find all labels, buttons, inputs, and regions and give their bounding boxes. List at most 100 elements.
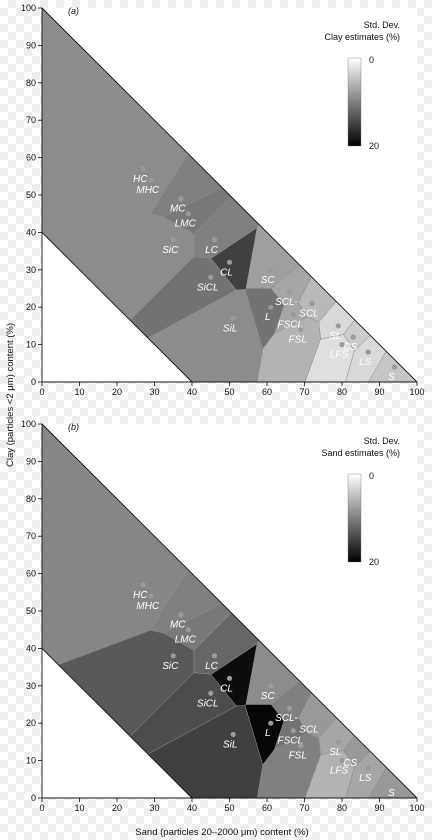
class-centroid-point (226, 675, 233, 681)
class-centroid-point (391, 780, 398, 786)
class-centroid-point (178, 612, 184, 618)
class-centroid-point (148, 593, 154, 599)
class-centroid-point (339, 758, 345, 764)
texture-class-label: CL (220, 683, 233, 694)
y-tick-label: 100 (21, 3, 36, 13)
texture-class-label: SiCL (197, 698, 219, 709)
texture-class-label: S (388, 372, 395, 383)
y-tick-label: 50 (26, 190, 36, 200)
legend-colorbar (347, 473, 362, 563)
x-tick-label: 60 (262, 387, 272, 397)
texture-class-label: LFS (330, 350, 349, 361)
y-tick-label: 60 (26, 569, 36, 579)
x-tick-label: 100 (409, 803, 424, 813)
texture-class-label: LC (205, 661, 219, 672)
class-centroid-point (298, 327, 304, 333)
texture-class-label: MC (170, 204, 186, 215)
texture-class-label: FSCL (277, 320, 303, 331)
legend-subtitle: Clay estimates (%) (324, 32, 400, 42)
x-tick-label: 10 (74, 387, 84, 397)
class-centroid-point (170, 653, 176, 659)
texture-class-label: MHC (136, 185, 160, 196)
legend-max-label: 20 (369, 141, 379, 151)
class-centroid-point (140, 166, 146, 172)
class-centroid-point (290, 312, 296, 318)
x-tick-label: 20 (112, 387, 122, 397)
legend-subtitle: Sand estimates (%) (321, 448, 400, 458)
class-centroid-point (208, 274, 214, 280)
y-axis-title: Clay (particles <2 μm) content (%) (5, 323, 16, 467)
texture-class-label: SC (261, 691, 276, 702)
texture-class-label: SCL- (275, 297, 298, 308)
class-centroid-point (211, 237, 218, 243)
y-tick-label: 30 (26, 681, 36, 691)
class-centroid-point (140, 582, 146, 588)
x-tick-label: 70 (299, 803, 309, 813)
y-tick-label: 70 (26, 531, 36, 541)
chart-panel: 0 10 20 30 40 50 60 70 80 90 100 0 10 20 30 40 50 60 70 80 9… (21, 3, 425, 397)
x-tick-label: 50 (224, 387, 234, 397)
texture-class-label: SC (261, 275, 276, 286)
legend-colorbar (347, 57, 362, 147)
texture-class-label: SiL (223, 323, 237, 334)
class-centroid-point (148, 177, 154, 183)
texture-class-label: SL (329, 331, 341, 342)
texture-class-label: L (265, 728, 271, 739)
class-centroid-point (268, 720, 274, 726)
x-tick-label: 30 (149, 387, 159, 397)
boundary-line (41, 648, 193, 799)
texture-class-label: SiL (223, 739, 237, 750)
class-centroid-point (350, 750, 356, 756)
x-tick-label: 90 (374, 803, 384, 813)
class-centroid-point (391, 364, 398, 370)
y-tick-label: 50 (26, 606, 36, 616)
class-centroid-point (365, 765, 371, 771)
texture-class-label: FSL (289, 335, 307, 346)
x-tick-label: 40 (187, 803, 197, 813)
texture-class-label: FSCL (277, 736, 303, 747)
y-tick-label: 80 (26, 494, 36, 504)
y-tick-label: 10 (26, 340, 36, 350)
class-centroid-point (230, 731, 236, 738)
y-tick-label: 80 (26, 78, 36, 88)
legend-title: Std. Dev. (364, 20, 400, 30)
x-tick-label: 80 (337, 387, 347, 397)
class-centroid-point (170, 237, 176, 243)
y-tick-label: 40 (26, 643, 36, 653)
x-tick-label: 40 (187, 387, 197, 397)
class-centroid-point (286, 705, 293, 711)
x-tick-label: 30 (149, 803, 159, 813)
x-tick-label: 0 (39, 387, 44, 397)
texture-class-label: SiC (162, 245, 179, 256)
y-tick-label: 100 (21, 419, 36, 429)
texture-class-label: SiC (162, 661, 179, 672)
y-tick-label: 70 (26, 115, 36, 125)
class-centroid-point (298, 743, 304, 749)
class-centroid-point (268, 267, 274, 273)
texture-class-label: HC (133, 590, 148, 601)
x-tick-label: 60 (262, 803, 272, 813)
x-tick-label: 10 (74, 803, 84, 813)
x-axis-title: Sand (particles 20–2000 μm) content (%) (135, 827, 308, 838)
texture-class-label: LC (205, 245, 219, 256)
panel-label: (b) (68, 422, 79, 432)
texture-class-label: CS (343, 342, 357, 353)
texture-class-label: CL (220, 267, 233, 278)
legend-max-label: 20 (369, 557, 379, 567)
texture-class-label: SCL- (275, 713, 298, 724)
x-tick-label: 70 (299, 387, 309, 397)
y-tick-label: 20 (26, 718, 36, 728)
x-tick-label: 50 (224, 803, 234, 813)
class-centroid-point (185, 627, 191, 633)
boundary-line (41, 232, 193, 383)
y-tick-label: 0 (31, 377, 36, 387)
class-centroid-point (211, 653, 218, 659)
x-tick-label: 80 (337, 803, 347, 813)
x-tick-label: 90 (374, 387, 384, 397)
class-centroid-point (185, 211, 191, 217)
texture-class-label: LS (359, 773, 372, 784)
legend-min-label: 0 (369, 471, 374, 481)
texture-class-label: LS (359, 357, 372, 368)
texture-class-label: SL (329, 747, 341, 758)
